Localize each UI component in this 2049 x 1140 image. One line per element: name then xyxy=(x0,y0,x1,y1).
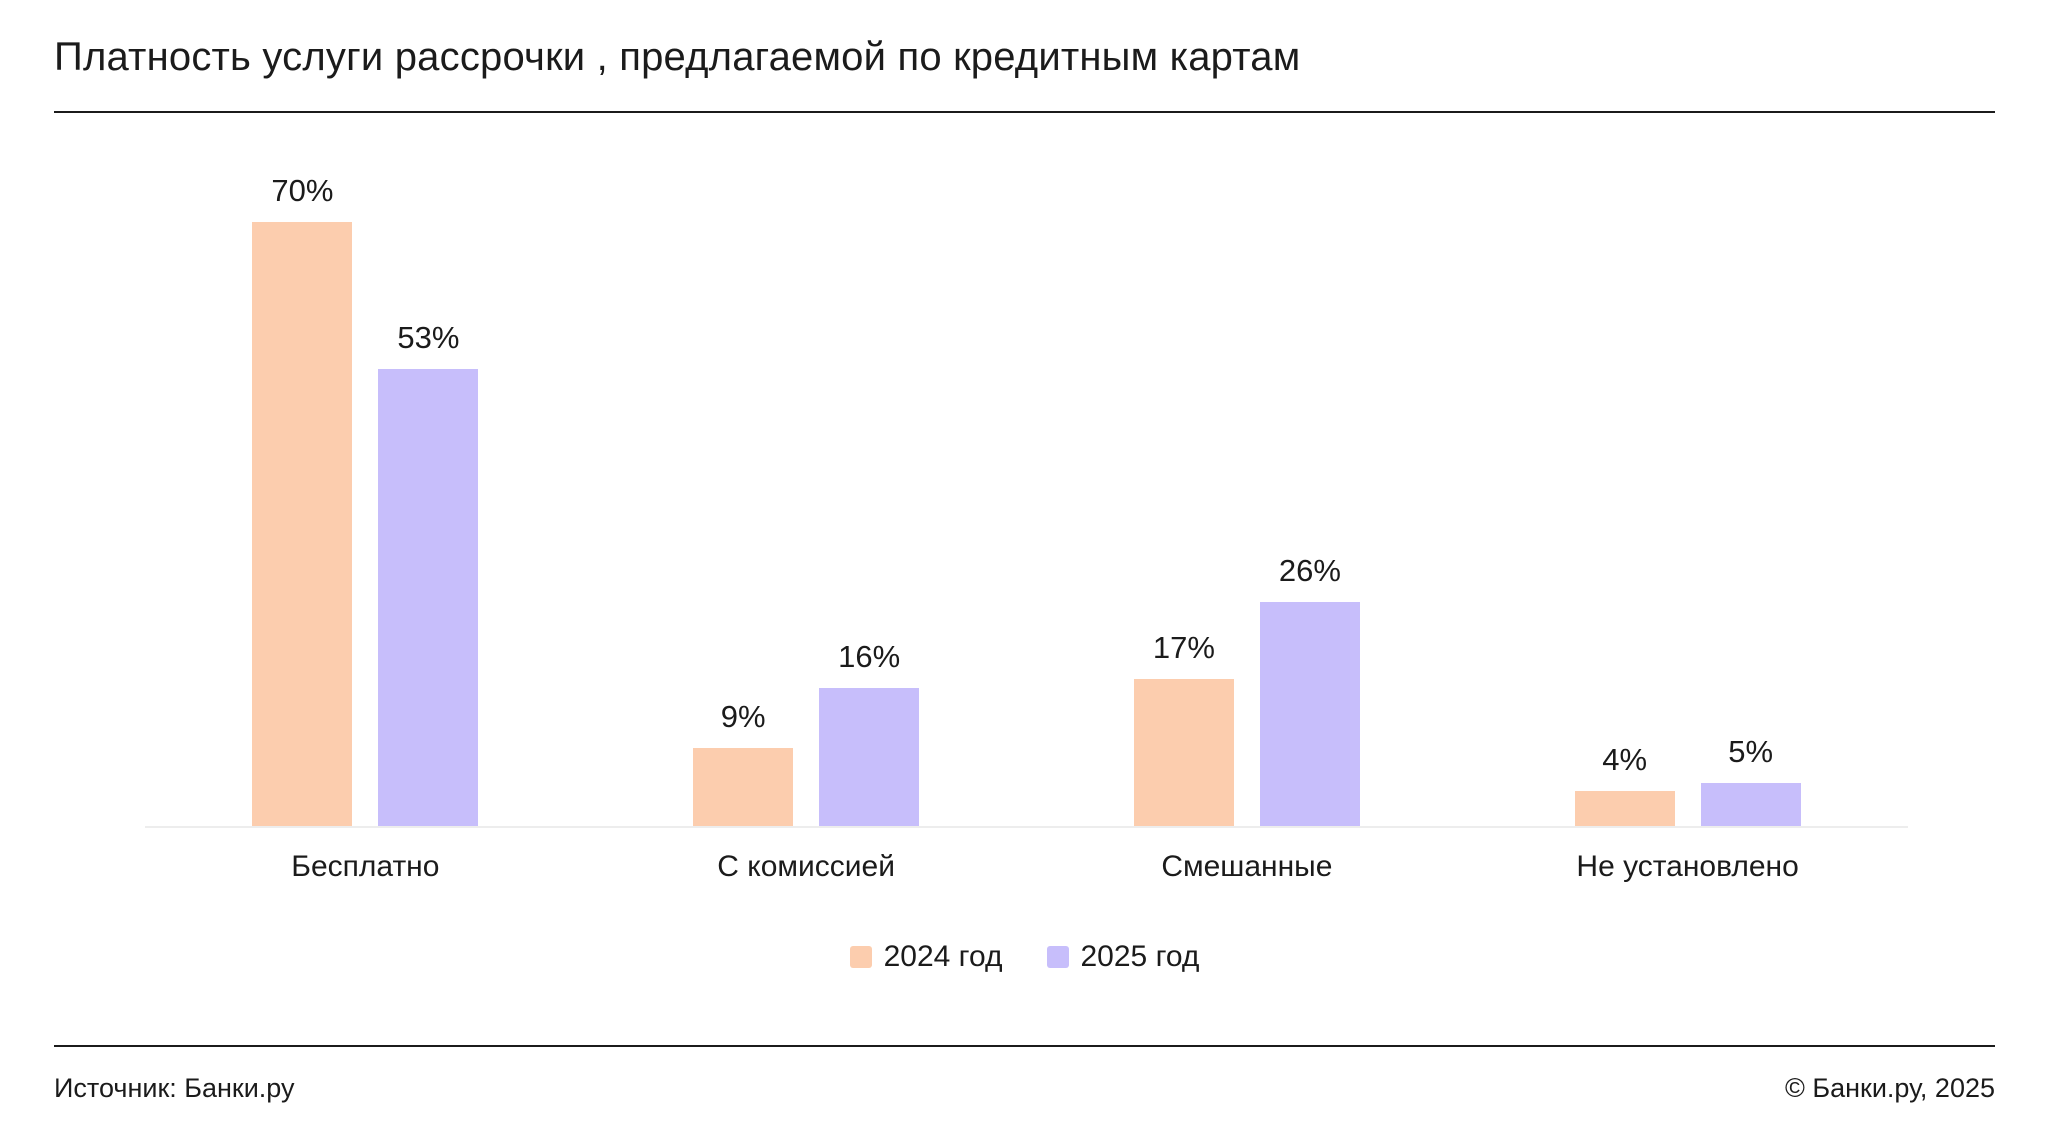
category-row: Бесплатно С комиссией Смешанные Не установл… xyxy=(145,828,1908,884)
category-label: Не установлено xyxy=(1576,850,1799,883)
bar-group: 70% 53% xyxy=(145,173,586,826)
bar-column: 53% xyxy=(378,320,479,826)
bar-series-2024 xyxy=(693,748,794,826)
bar-column: 16% xyxy=(819,639,920,826)
copyright-note: © Банки.ру, 2025 xyxy=(1784,1073,1995,1103)
legend-swatch-2024 xyxy=(849,946,872,968)
legend-label: 2025 год xyxy=(1080,940,1200,973)
bar-series-2024 xyxy=(1574,791,1675,826)
footer: Источник: Банки.ру © Банки.ру, 2025 xyxy=(54,1045,1995,1140)
bar-value-label: 9% xyxy=(720,699,766,734)
bar-series-2025 xyxy=(1259,602,1360,826)
chart-title: Платность услуги рассрочки , предлагаемо… xyxy=(54,35,1301,79)
bar-series-2025 xyxy=(1700,783,1801,826)
bar-value-label: 4% xyxy=(1602,742,1648,777)
legend-label: 2024 год xyxy=(883,940,1003,973)
legend-item: 2024 год xyxy=(849,940,1003,974)
bar-value-label: 16% xyxy=(838,639,901,674)
legend: 2024 год 2025 год xyxy=(54,940,1995,974)
bar-value-label: 5% xyxy=(1728,734,1774,769)
bar-column: 70% xyxy=(252,173,353,826)
bar-value-label: 70% xyxy=(271,173,334,208)
bar-column: 9% xyxy=(693,699,794,826)
bar-value-label: 53% xyxy=(397,320,460,355)
bar-value-label: 26% xyxy=(1278,553,1341,588)
bar-column: 26% xyxy=(1259,553,1360,826)
category-label: Смешанные xyxy=(1161,850,1333,883)
source-note: Источник: Банки.ру xyxy=(54,1073,295,1103)
bar-value-label: 17% xyxy=(1152,630,1215,665)
legend-swatch-2025 xyxy=(1046,946,1069,968)
category-label: Бесплатно xyxy=(291,850,440,883)
bar-column: 17% xyxy=(1133,630,1234,826)
bar-series-2025 xyxy=(819,688,920,826)
bar-series-2025 xyxy=(378,369,479,826)
bar-series-2024 xyxy=(1133,679,1234,826)
bar-group: 4% 5% xyxy=(1467,734,1908,826)
category-label: С комиссией xyxy=(717,850,895,883)
bar-column: 4% xyxy=(1574,742,1675,826)
chart-area: 70% 53% 9% 16% 17% 26% 4% 5% Бесплатно С комисси… xyxy=(145,121,1908,884)
plot-area: 70% 53% 9% 16% 17% 26% 4% 5% xyxy=(145,121,1908,828)
legend-item: 2025 год xyxy=(1046,940,1200,974)
bar-group: 17% 26% xyxy=(1027,553,1468,826)
bar-series-2024 xyxy=(252,222,353,826)
bar-group: 9% 16% xyxy=(586,639,1027,826)
title-divider xyxy=(54,111,1995,113)
bar-column: 5% xyxy=(1700,734,1801,826)
